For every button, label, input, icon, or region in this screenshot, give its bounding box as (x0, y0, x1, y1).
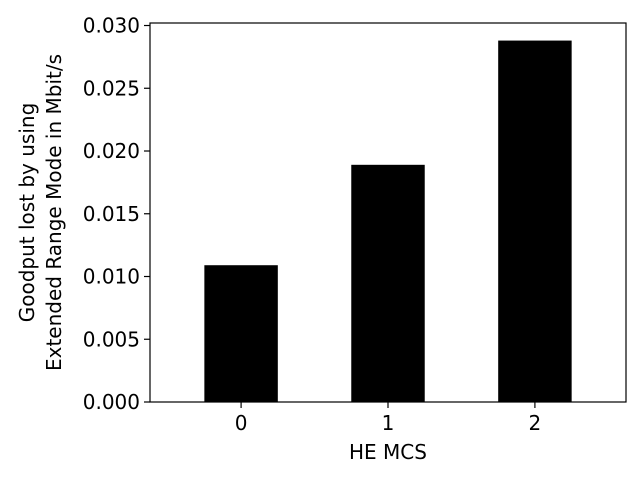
y-tick-label-0.020: 0.020 (83, 139, 140, 163)
ticks-layer: 0 1 2 0.000 0.005 0.010 0.015 0.020 0.025 0.030 (83, 14, 542, 435)
y-tick-label-0.010: 0.010 (83, 265, 140, 289)
bar-0 (204, 265, 278, 402)
y-tick-label-0.015: 0.015 (83, 202, 140, 226)
x-tick-label-0: 0 (235, 411, 248, 435)
y-axis-label-line-2: Extended Range Mode in Mbit/s (42, 54, 66, 371)
x-axis-label: HE MCS (349, 440, 427, 464)
bars-layer (204, 40, 572, 402)
x-tick-label-2: 2 (529, 411, 542, 435)
y-axis-label-line-1: Goodput lost by using (15, 103, 39, 323)
x-tick-label-1: 1 (382, 411, 395, 435)
bar-1 (351, 164, 425, 402)
y-tick-label-0.030: 0.030 (83, 14, 140, 38)
plot-frame (149, 22, 627, 403)
y-tick-label-0.000: 0.000 (83, 390, 140, 414)
y-tick-label-0.005: 0.005 (83, 327, 140, 351)
y-tick-label-0.025: 0.025 (83, 76, 140, 100)
bar-2 (498, 40, 572, 402)
